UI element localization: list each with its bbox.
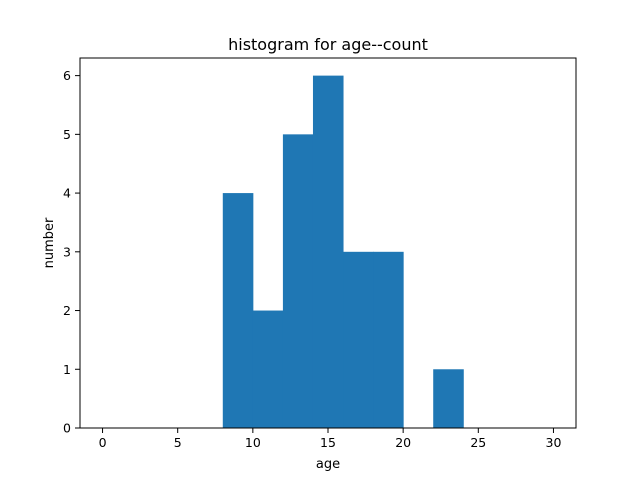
chart-title: histogram for age--count <box>228 35 428 54</box>
x-axis-label: age <box>316 457 340 472</box>
x-tick-label: 5 <box>174 435 182 450</box>
y-tick-label: 3 <box>63 244 71 259</box>
x-tick-label: 20 <box>395 435 411 450</box>
x-tick-label: 15 <box>320 435 336 450</box>
y-axis-ticks: 0 1 2 3 4 5 6 <box>63 68 80 436</box>
histogram-bar <box>343 251 374 428</box>
y-tick-label: 2 <box>63 303 71 318</box>
histogram-bar <box>252 310 284 428</box>
x-tick-label: 10 <box>245 435 261 450</box>
histogram-bar <box>312 75 344 428</box>
y-tick-label: 5 <box>63 127 71 142</box>
y-axis-label: number <box>42 217 57 268</box>
x-axis-ticks: 0 5 10 15 20 25 30 <box>99 428 562 450</box>
x-tick-label: 0 <box>99 435 107 450</box>
y-tick-label: 4 <box>63 186 71 201</box>
y-tick-label: 6 <box>63 68 71 83</box>
plot-frame <box>79 57 577 429</box>
histogram-bar <box>222 193 254 428</box>
y-tick-label: 0 <box>63 421 71 436</box>
histogram-bars <box>222 75 464 428</box>
histogram-bar <box>282 134 314 428</box>
histogram-bar <box>373 251 404 428</box>
x-tick-label: 25 <box>470 435 486 450</box>
x-tick-label: 30 <box>546 435 562 450</box>
y-tick-label: 1 <box>63 362 71 377</box>
histogram-bar <box>433 369 464 428</box>
